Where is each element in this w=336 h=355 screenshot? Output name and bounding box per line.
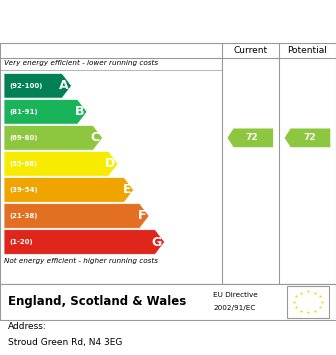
Text: (81-91): (81-91) [9,109,38,115]
Text: F: F [138,209,146,223]
Text: Current: Current [233,46,267,55]
Text: Very energy efficient - lower running costs: Very energy efficient - lower running co… [4,60,158,66]
Polygon shape [227,129,273,147]
Text: EU Directive: EU Directive [213,293,258,298]
Polygon shape [4,73,72,98]
Text: 72: 72 [303,133,316,142]
Text: (21-38): (21-38) [9,213,38,219]
Text: (69-80): (69-80) [9,135,38,141]
Text: E: E [122,184,131,196]
Polygon shape [4,178,134,202]
Text: Address:: Address: [8,322,47,331]
Polygon shape [4,99,87,124]
Polygon shape [285,129,330,147]
Text: Stroud Green Rd, N4 3EG: Stroud Green Rd, N4 3EG [8,338,123,347]
Text: England, Scotland & Wales: England, Scotland & Wales [8,295,187,308]
Text: 2002/91/EC: 2002/91/EC [213,305,256,311]
Text: D: D [105,157,115,170]
Text: B: B [75,105,84,118]
Text: (92-100): (92-100) [9,83,42,89]
Text: (1-20): (1-20) [9,239,33,245]
Polygon shape [4,204,149,228]
Text: Not energy efficient - higher running costs: Not energy efficient - higher running co… [4,258,158,264]
Text: A: A [59,79,69,92]
Text: (55-68): (55-68) [9,161,37,167]
Polygon shape [4,126,102,150]
Text: G: G [152,235,162,248]
Polygon shape [4,230,165,254]
Text: 72: 72 [246,133,258,142]
Text: (39-54): (39-54) [9,187,38,193]
Polygon shape [4,152,118,176]
Text: Potential: Potential [288,46,327,55]
Text: C: C [91,131,100,144]
Text: Energy Efficiency Rating: Energy Efficiency Rating [63,14,273,29]
